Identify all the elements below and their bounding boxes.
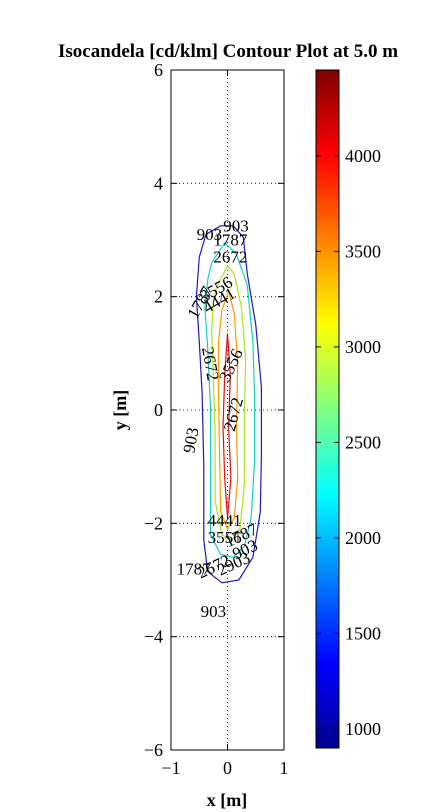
grid-lines <box>171 70 284 750</box>
y-tick-label: 4 <box>154 173 163 193</box>
y-tick-label: 6 <box>154 60 163 80</box>
colorbar-gradient <box>315 69 340 749</box>
contour-label: 1787 <box>177 559 212 578</box>
contour-line-4441 <box>222 333 232 519</box>
colorbar-tick-label: 2000 <box>345 528 381 548</box>
contour-lines <box>195 225 262 584</box>
colorbar-tick-label: 4000 <box>345 146 381 166</box>
contour-line-3556 <box>217 290 239 530</box>
y-tick-label: −4 <box>144 627 163 647</box>
y-axis-label: y [m] <box>110 390 130 430</box>
contour-label: 903 <box>179 426 202 454</box>
colorbar-ticks: 1000 1500 2000 2500 3000 3500 4000 <box>316 146 381 739</box>
y-tick-label: −6 <box>144 740 163 760</box>
x-axis-label: x [m] <box>207 790 247 810</box>
colorbar-tick-label: 1000 <box>345 719 381 739</box>
plot-area: 903 9031787267217873556444126723556267290… <box>144 60 289 778</box>
colorbar: 1000 1500 2000 2500 3000 3500 4000 <box>315 69 381 749</box>
x-tick-label: −1 <box>161 758 180 778</box>
contour-label: 3556 <box>208 528 242 547</box>
contour-line-1787 <box>204 242 256 558</box>
y-tick-label: 0 <box>154 400 163 420</box>
axis-ticks: −1 0 1 −6 −4 −2 0 2 4 6 <box>144 60 289 778</box>
x-tick-label: 1 <box>280 758 289 778</box>
contour-label: 2672 <box>213 248 247 267</box>
colorbar-tick-label: 1500 <box>345 623 381 643</box>
colorbar-tick-label: 2500 <box>345 432 381 452</box>
chart-title: Isocandela [cd/klm] Contour Plot at 5.0 … <box>58 41 398 62</box>
colorbar-tick-label: 3000 <box>345 337 381 357</box>
y-tick-label: −2 <box>144 513 163 533</box>
x-tick-label: 0 <box>223 758 232 778</box>
contour-line-903 <box>195 225 262 584</box>
contour-label: 903 <box>223 217 249 236</box>
contour-label: 1787 <box>213 231 248 250</box>
contour-line-2672 <box>211 264 247 541</box>
contour-label: 903 <box>197 225 223 244</box>
contour-label: 903 <box>201 602 227 621</box>
y-tick-label: 2 <box>154 287 163 307</box>
contour-label: 4441 <box>208 511 242 530</box>
colorbar-tick-label: 3500 <box>345 241 381 261</box>
